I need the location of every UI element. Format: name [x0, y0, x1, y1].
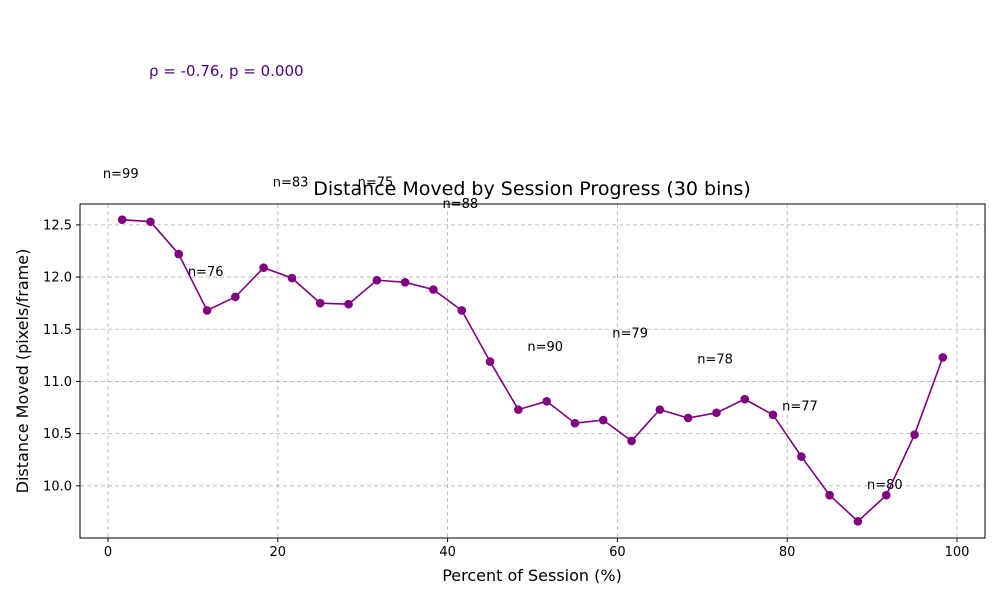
- y-tick-label: 12.5: [43, 218, 72, 233]
- y-axis-ticks: 10.0 10.5 11.0 11.5 12.0 12.5: [43, 218, 80, 494]
- data-point: [202, 306, 212, 315]
- data-point: [457, 306, 467, 315]
- y-tick-label: 10.5: [43, 427, 72, 442]
- data-point: [542, 396, 551, 406]
- data-point: [825, 490, 834, 500]
- data-point: [598, 415, 608, 425]
- data-point: [485, 357, 495, 366]
- sample-size-label: n=88: [443, 197, 479, 212]
- data-point: [514, 405, 523, 414]
- sample-size-label: n=80: [867, 478, 903, 493]
- data-point: [400, 277, 410, 287]
- y-tick-label: 10.0: [43, 479, 72, 494]
- data-point: [372, 275, 382, 285]
- sample-size-label: n=99: [103, 167, 139, 182]
- data-point: [910, 430, 919, 439]
- sample-size-label: n=90: [527, 340, 563, 355]
- sample-size-label: n=78: [697, 353, 733, 368]
- data-point: [174, 249, 184, 259]
- data-point: [344, 299, 353, 309]
- data-point: [259, 263, 268, 272]
- grid: [80, 204, 985, 538]
- data-point: [712, 408, 721, 418]
- axes-frame: [79, 203, 986, 539]
- series-line: [122, 218, 944, 523]
- sample-size-label: n=75: [358, 175, 394, 190]
- data-point: [938, 353, 948, 362]
- x-axis-title: Percent of Session (%): [442, 566, 622, 585]
- data-point: [740, 394, 750, 404]
- x-tick-label: 20: [270, 545, 287, 560]
- data-point: [768, 410, 778, 420]
- data-point: [146, 217, 155, 227]
- y-tick-label: 11.0: [43, 375, 72, 390]
- x-tick-label: 100: [945, 545, 970, 560]
- chart-title: Distance Moved by Session Progress (30 b…: [313, 178, 751, 200]
- data-point: [683, 413, 693, 423]
- data-points: [117, 215, 948, 526]
- y-axis-title: Distance Moved (pixels/frame): [13, 249, 32, 494]
- x-tick-label: 60: [609, 545, 626, 560]
- x-tick-label: 80: [779, 545, 796, 560]
- sample-size-label: n=83: [273, 175, 309, 190]
- data-point: [881, 490, 891, 500]
- sample-size-label: n=76: [188, 265, 224, 280]
- x-tick-label: 40: [439, 545, 456, 560]
- data-point: [570, 418, 580, 428]
- data-point: [117, 215, 127, 224]
- data-point: [315, 298, 325, 308]
- data-point: [429, 285, 438, 294]
- y-tick-label: 11.5: [43, 323, 72, 338]
- sample-size-label: n=77: [782, 400, 818, 415]
- data-point: [853, 517, 863, 526]
- data-point: [797, 452, 806, 461]
- data-point: [231, 292, 240, 302]
- x-axis-ticks: 0 20 40 60 80 100: [104, 538, 970, 560]
- data-point: [627, 436, 636, 446]
- sample-size-labels: n=99 n=76 n=83 n=75 n=88 n=90 n=79 n=78 n=77 n=80: [103, 167, 903, 493]
- sample-size-label: n=79: [612, 327, 648, 342]
- correlation-text: ρ = -0.76, p = 0.000: [149, 62, 304, 80]
- y-tick-label: 12.0: [43, 271, 72, 286]
- data-point: [655, 405, 665, 414]
- x-tick-label: 0: [104, 545, 112, 560]
- data-point: [287, 273, 297, 283]
